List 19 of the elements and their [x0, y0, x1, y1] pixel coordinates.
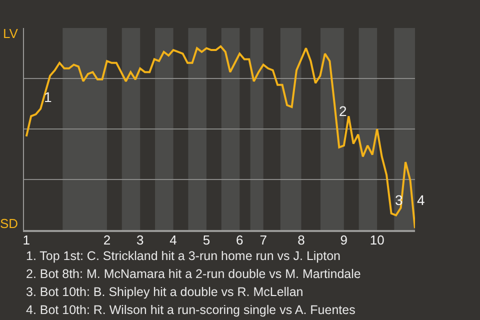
text: 4 — [417, 192, 425, 208]
text: LV — [3, 26, 18, 41]
x-tick-label: 5 — [202, 232, 210, 248]
x-tick-label: 1 — [22, 232, 30, 248]
text: 2. Bot 8th: M. McNamara hit a 2-run double vs M. Martindale — [26, 267, 361, 281]
x-tick-label: 3 — [136, 232, 144, 248]
annotation: 1 — [44, 89, 52, 105]
text: SD — [0, 216, 18, 231]
annotation: 2 — [339, 103, 347, 119]
text: 1. Top 1st: C. Strickland hit a 3-run home run vs J. Lipton — [26, 249, 341, 263]
x-tick-label: 8 — [298, 232, 305, 248]
text: 4. Bot 10th: R. Wilson hit a run-scoring single vs A. Fuentes — [26, 303, 356, 317]
x-tick-label: 9 — [340, 232, 348, 248]
x-tick-label: 4 — [170, 232, 177, 248]
x-tick-label: 10 — [370, 232, 384, 248]
x-tick-label: 2 — [103, 232, 111, 248]
x-tick-label: 7 — [260, 232, 267, 248]
text: 3. Bot 10th: B. Shipley hit a double vs R. McLellan — [26, 285, 304, 299]
x-tick-label: 6 — [236, 232, 244, 248]
